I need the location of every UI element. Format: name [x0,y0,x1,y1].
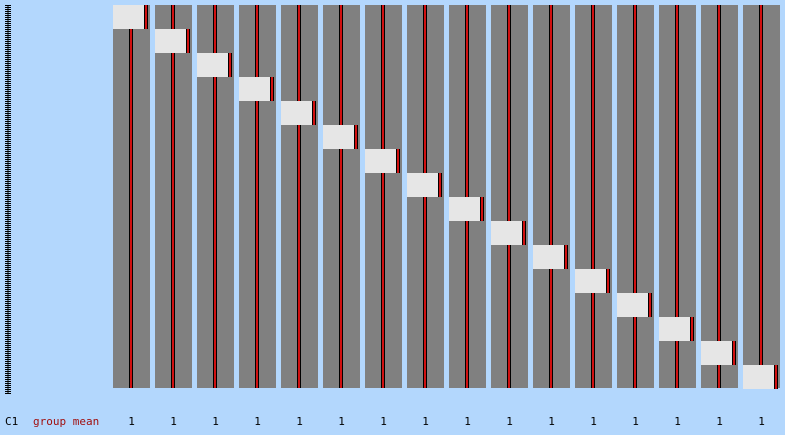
column-stripe [550,5,552,245]
group-marker [733,341,735,365]
group-marker [607,269,609,293]
column-stripe [508,245,510,388]
group-value: 1 [380,415,387,428]
column-stripe [256,5,258,77]
group-box [617,293,648,317]
group-box [155,29,186,53]
column-stripe [214,5,216,53]
column-stripe [634,317,636,388]
column-stripe [592,293,594,388]
group-value: 1 [548,415,555,428]
group-marker [649,293,651,317]
row-label: C1 [5,415,18,428]
group-value: 1 [464,415,471,428]
group-marker [187,29,189,53]
group-marker [397,149,399,173]
column-stripe [508,5,510,221]
group-marker [271,77,273,101]
column-stripe [172,53,174,388]
group-box [701,341,732,365]
column-stripe [592,5,594,269]
group-box [365,149,396,173]
group-box [407,173,438,197]
group-value: 1 [296,415,303,428]
column-stripe [340,149,342,388]
column-stripe [382,173,384,388]
group-box [323,125,354,149]
group-box [197,53,228,77]
stat-label: group mean [33,415,99,428]
group-marker [523,221,525,245]
column-stripe [676,5,678,317]
column-stripe [466,5,468,197]
group-marker [355,125,357,149]
column-stripe [256,101,258,388]
group-box [659,317,690,341]
group-marker [481,197,483,221]
group-box [491,221,522,245]
group-box [575,269,606,293]
group-box [449,197,480,221]
group-marker [313,101,315,125]
column-stripe [382,5,384,149]
group-value: 1 [128,415,135,428]
group-value: 1 [338,415,345,428]
column-stripe [760,5,762,365]
column-stripe [424,5,426,173]
column-stripe [550,269,552,388]
group-marker [145,5,147,29]
group-marker [691,317,693,341]
column-stripe [130,29,132,388]
column-stripe [214,77,216,388]
column-stripe [676,341,678,388]
group-box [239,77,270,101]
column-stripe [340,5,342,125]
group-value: 1 [632,415,639,428]
column-stripe [718,365,720,388]
group-marker [229,53,231,77]
column-stripe [634,5,636,293]
group-value: 1 [212,415,219,428]
column-stripe [298,125,300,388]
group-marker [565,245,567,269]
group-value: 1 [170,415,177,428]
group-marker [439,173,441,197]
column-stripe [172,5,174,29]
group-value: 1 [506,415,513,428]
group-value: 1 [716,415,723,428]
group-value: 1 [674,415,681,428]
group-box [281,101,312,125]
group-marker [775,365,777,389]
group-box [113,5,144,29]
column-stripe [424,197,426,388]
column-stripe [718,5,720,341]
group-box [533,245,564,269]
group-box [743,365,774,389]
group-value: 1 [590,415,597,428]
group-value: 1 [422,415,429,428]
group-value: 1 [758,415,765,428]
column-stripe [466,221,468,388]
column-stripe [298,5,300,101]
group-value: 1 [254,415,261,428]
